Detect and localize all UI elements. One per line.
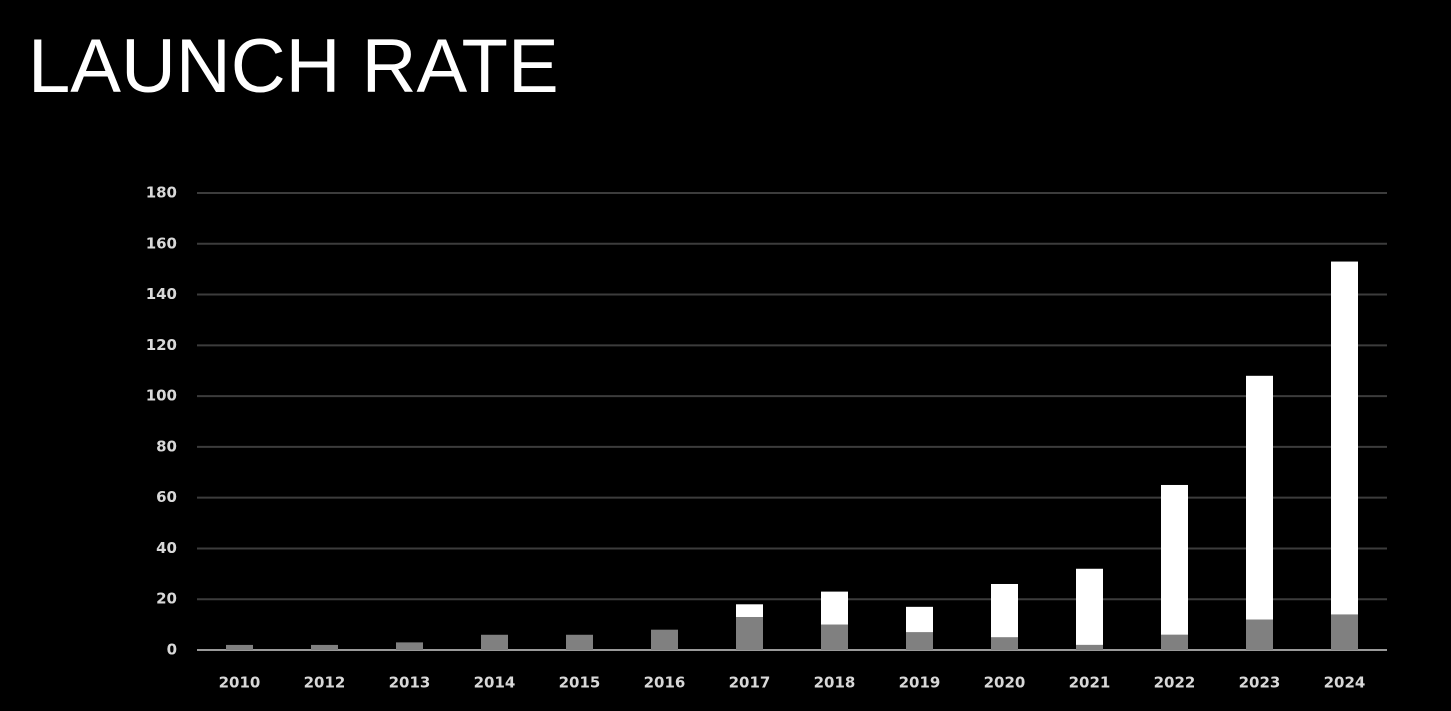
bar-segment (226, 644, 253, 650)
x-tick-label: 2018 (814, 674, 856, 692)
x-tick-label: 2023 (1239, 674, 1281, 692)
y-tick-label: 180 (146, 184, 177, 202)
y-tick-label: 100 (146, 387, 177, 405)
bar-segment (1076, 568, 1103, 645)
bar-segment (821, 624, 848, 650)
bar-segment (1246, 375, 1273, 620)
bar-segment (396, 642, 423, 650)
bar-segment (1331, 261, 1358, 615)
chart-title: LAUNCH RATE (28, 24, 559, 109)
x-tick-label: 2016 (644, 674, 686, 692)
x-tick-label: 2015 (559, 674, 601, 692)
y-tick-label: 20 (156, 590, 177, 608)
bar-segment (1246, 619, 1273, 650)
bar-segment (736, 616, 763, 650)
bar-segment (1161, 484, 1188, 635)
y-tick-label: 60 (156, 488, 177, 506)
y-tick-label: 160 (146, 234, 177, 252)
bar-segment (481, 634, 508, 650)
bar-segment (1331, 614, 1358, 650)
x-tick-label: 2014 (474, 674, 516, 692)
bar-segment (1161, 634, 1188, 650)
bar-segment (821, 591, 848, 625)
x-tick-label: 2024 (1324, 674, 1366, 692)
y-tick-label: 40 (156, 539, 177, 557)
x-tick-label: 2021 (1069, 674, 1111, 692)
x-tick-label: 2020 (984, 674, 1026, 692)
x-tick-label: 2013 (389, 674, 431, 692)
x-tick-label: 2010 (219, 674, 261, 692)
y-tick-label: 80 (156, 437, 177, 455)
x-tick-label: 2019 (899, 674, 941, 692)
bar-segment (566, 634, 593, 650)
bar-segment (1076, 644, 1103, 650)
x-tick-label: 2017 (729, 674, 771, 692)
bar-segment (991, 583, 1018, 638)
bar-segment (651, 629, 678, 650)
x-tick-label: 2012 (304, 674, 346, 692)
y-tick-label: 0 (167, 641, 177, 659)
y-tick-label: 120 (146, 336, 177, 354)
bar-segment (991, 637, 1018, 650)
bar-segment (906, 632, 933, 650)
bar-segment (906, 606, 933, 633)
bar-segment (311, 644, 338, 650)
bar-segment (736, 604, 763, 617)
y-tick-label: 140 (146, 285, 177, 303)
x-tick-label: 2022 (1154, 674, 1196, 692)
